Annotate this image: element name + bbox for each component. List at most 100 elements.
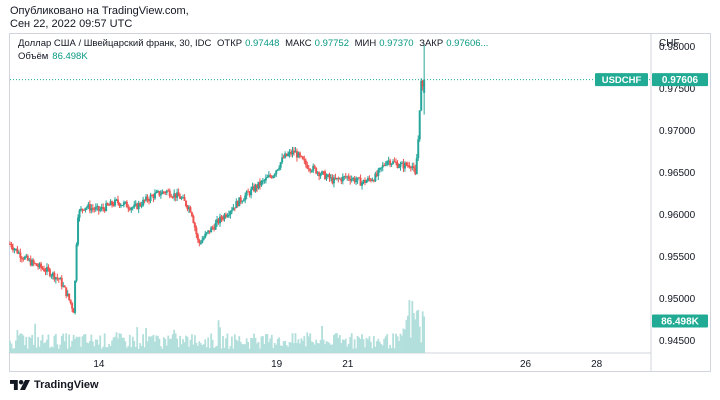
volume-bar (121, 337, 124, 353)
volume-bar (88, 340, 91, 353)
volume-bar (53, 335, 56, 353)
candle-body (99, 209, 102, 211)
volume-bar (94, 339, 97, 353)
volume-bar (408, 300, 411, 353)
chart-frame[interactable] (9, 33, 711, 372)
candle-body (9, 243, 11, 245)
candle-body (282, 157, 285, 159)
candle-body (334, 177, 337, 180)
candle-body (361, 182, 364, 186)
candle-body (327, 174, 330, 177)
candle-body (108, 204, 111, 206)
tradingview-logo[interactable]: TradingView (10, 379, 99, 391)
candle-body (74, 280, 77, 313)
volume-bar (99, 335, 102, 353)
volume-bar (380, 344, 383, 353)
volume-bar (390, 348, 393, 353)
volume-bar (300, 338, 303, 353)
candle-body (217, 219, 220, 224)
volume-bar (84, 334, 87, 353)
volume-bar (185, 335, 187, 353)
candle-body (182, 197, 185, 199)
volume-bar (102, 346, 105, 353)
candle-body (72, 308, 75, 313)
volume-bar (232, 348, 235, 353)
candle-body (244, 195, 247, 201)
candle-body (253, 186, 256, 192)
volume-bar (276, 339, 279, 353)
volume-bar (409, 337, 412, 353)
candle-body (219, 216, 222, 224)
candle-body (258, 181, 261, 186)
volume-bar (54, 333, 57, 353)
candle-body (292, 150, 295, 153)
candle-body (235, 201, 238, 209)
candle-body (395, 162, 398, 164)
candle-body (88, 204, 91, 211)
volume-bar (210, 333, 213, 353)
candle-body (62, 285, 65, 287)
volume-bar (37, 337, 40, 353)
volume-badge: 86.498K (661, 317, 700, 328)
candle-body (232, 207, 235, 211)
volume-bar (90, 334, 93, 353)
volume-bar (198, 341, 201, 353)
volume-bar (359, 338, 362, 353)
volume-bar (180, 344, 183, 353)
candle-body (179, 196, 182, 199)
candle-body (275, 170, 278, 175)
candle-body (332, 177, 335, 184)
volume-bar (279, 345, 282, 353)
high-label: МАКС (285, 38, 312, 49)
volume-bar (106, 347, 109, 353)
volume-bar (145, 327, 147, 353)
volume-bar (140, 345, 143, 353)
publication-timestamp: Сен 22, 2022 09:57 UTC (10, 18, 133, 30)
volume-bar (195, 342, 198, 353)
candle-body (304, 160, 307, 165)
brand-name: TradingView (34, 379, 99, 391)
volume-bar (199, 343, 202, 353)
candle-body (325, 176, 328, 180)
volume-bar (49, 347, 51, 353)
volume-bar (28, 336, 31, 353)
candle-body (177, 192, 180, 197)
volume-bar (216, 345, 218, 353)
candle-body (50, 275, 53, 277)
candle-body (68, 293, 71, 300)
volume-bar (337, 337, 340, 353)
volume-bar (346, 346, 349, 353)
volume-bar (191, 334, 193, 353)
volume-badge-bg (652, 314, 708, 328)
candle-body (263, 180, 266, 182)
candle-body (31, 260, 34, 266)
volume-bar (270, 334, 273, 353)
candle-body (40, 263, 43, 268)
volume-bar (260, 336, 263, 353)
volume-bar (389, 344, 392, 353)
volume-bar (77, 337, 79, 353)
candle-body (221, 218, 224, 220)
candle-body (185, 200, 188, 206)
volume-bar (307, 336, 310, 353)
candle-body (37, 265, 40, 268)
candle-body (287, 154, 290, 156)
candle-body (239, 197, 242, 202)
candle-body (329, 177, 332, 179)
volume-bar (103, 333, 106, 353)
volume-bar (56, 344, 59, 353)
volume-bar (362, 339, 365, 353)
candle-body (369, 179, 372, 181)
volume-bar (189, 339, 192, 353)
candle-body (94, 207, 97, 210)
candle-body (56, 277, 59, 279)
volume-bar (137, 348, 140, 353)
volume-bar (9, 340, 11, 353)
volume-bar (387, 348, 390, 353)
candle-body (254, 185, 257, 192)
volume-bar (152, 334, 155, 353)
candle-body (403, 162, 406, 169)
candle-body (389, 160, 392, 165)
volume-bar (315, 339, 318, 353)
